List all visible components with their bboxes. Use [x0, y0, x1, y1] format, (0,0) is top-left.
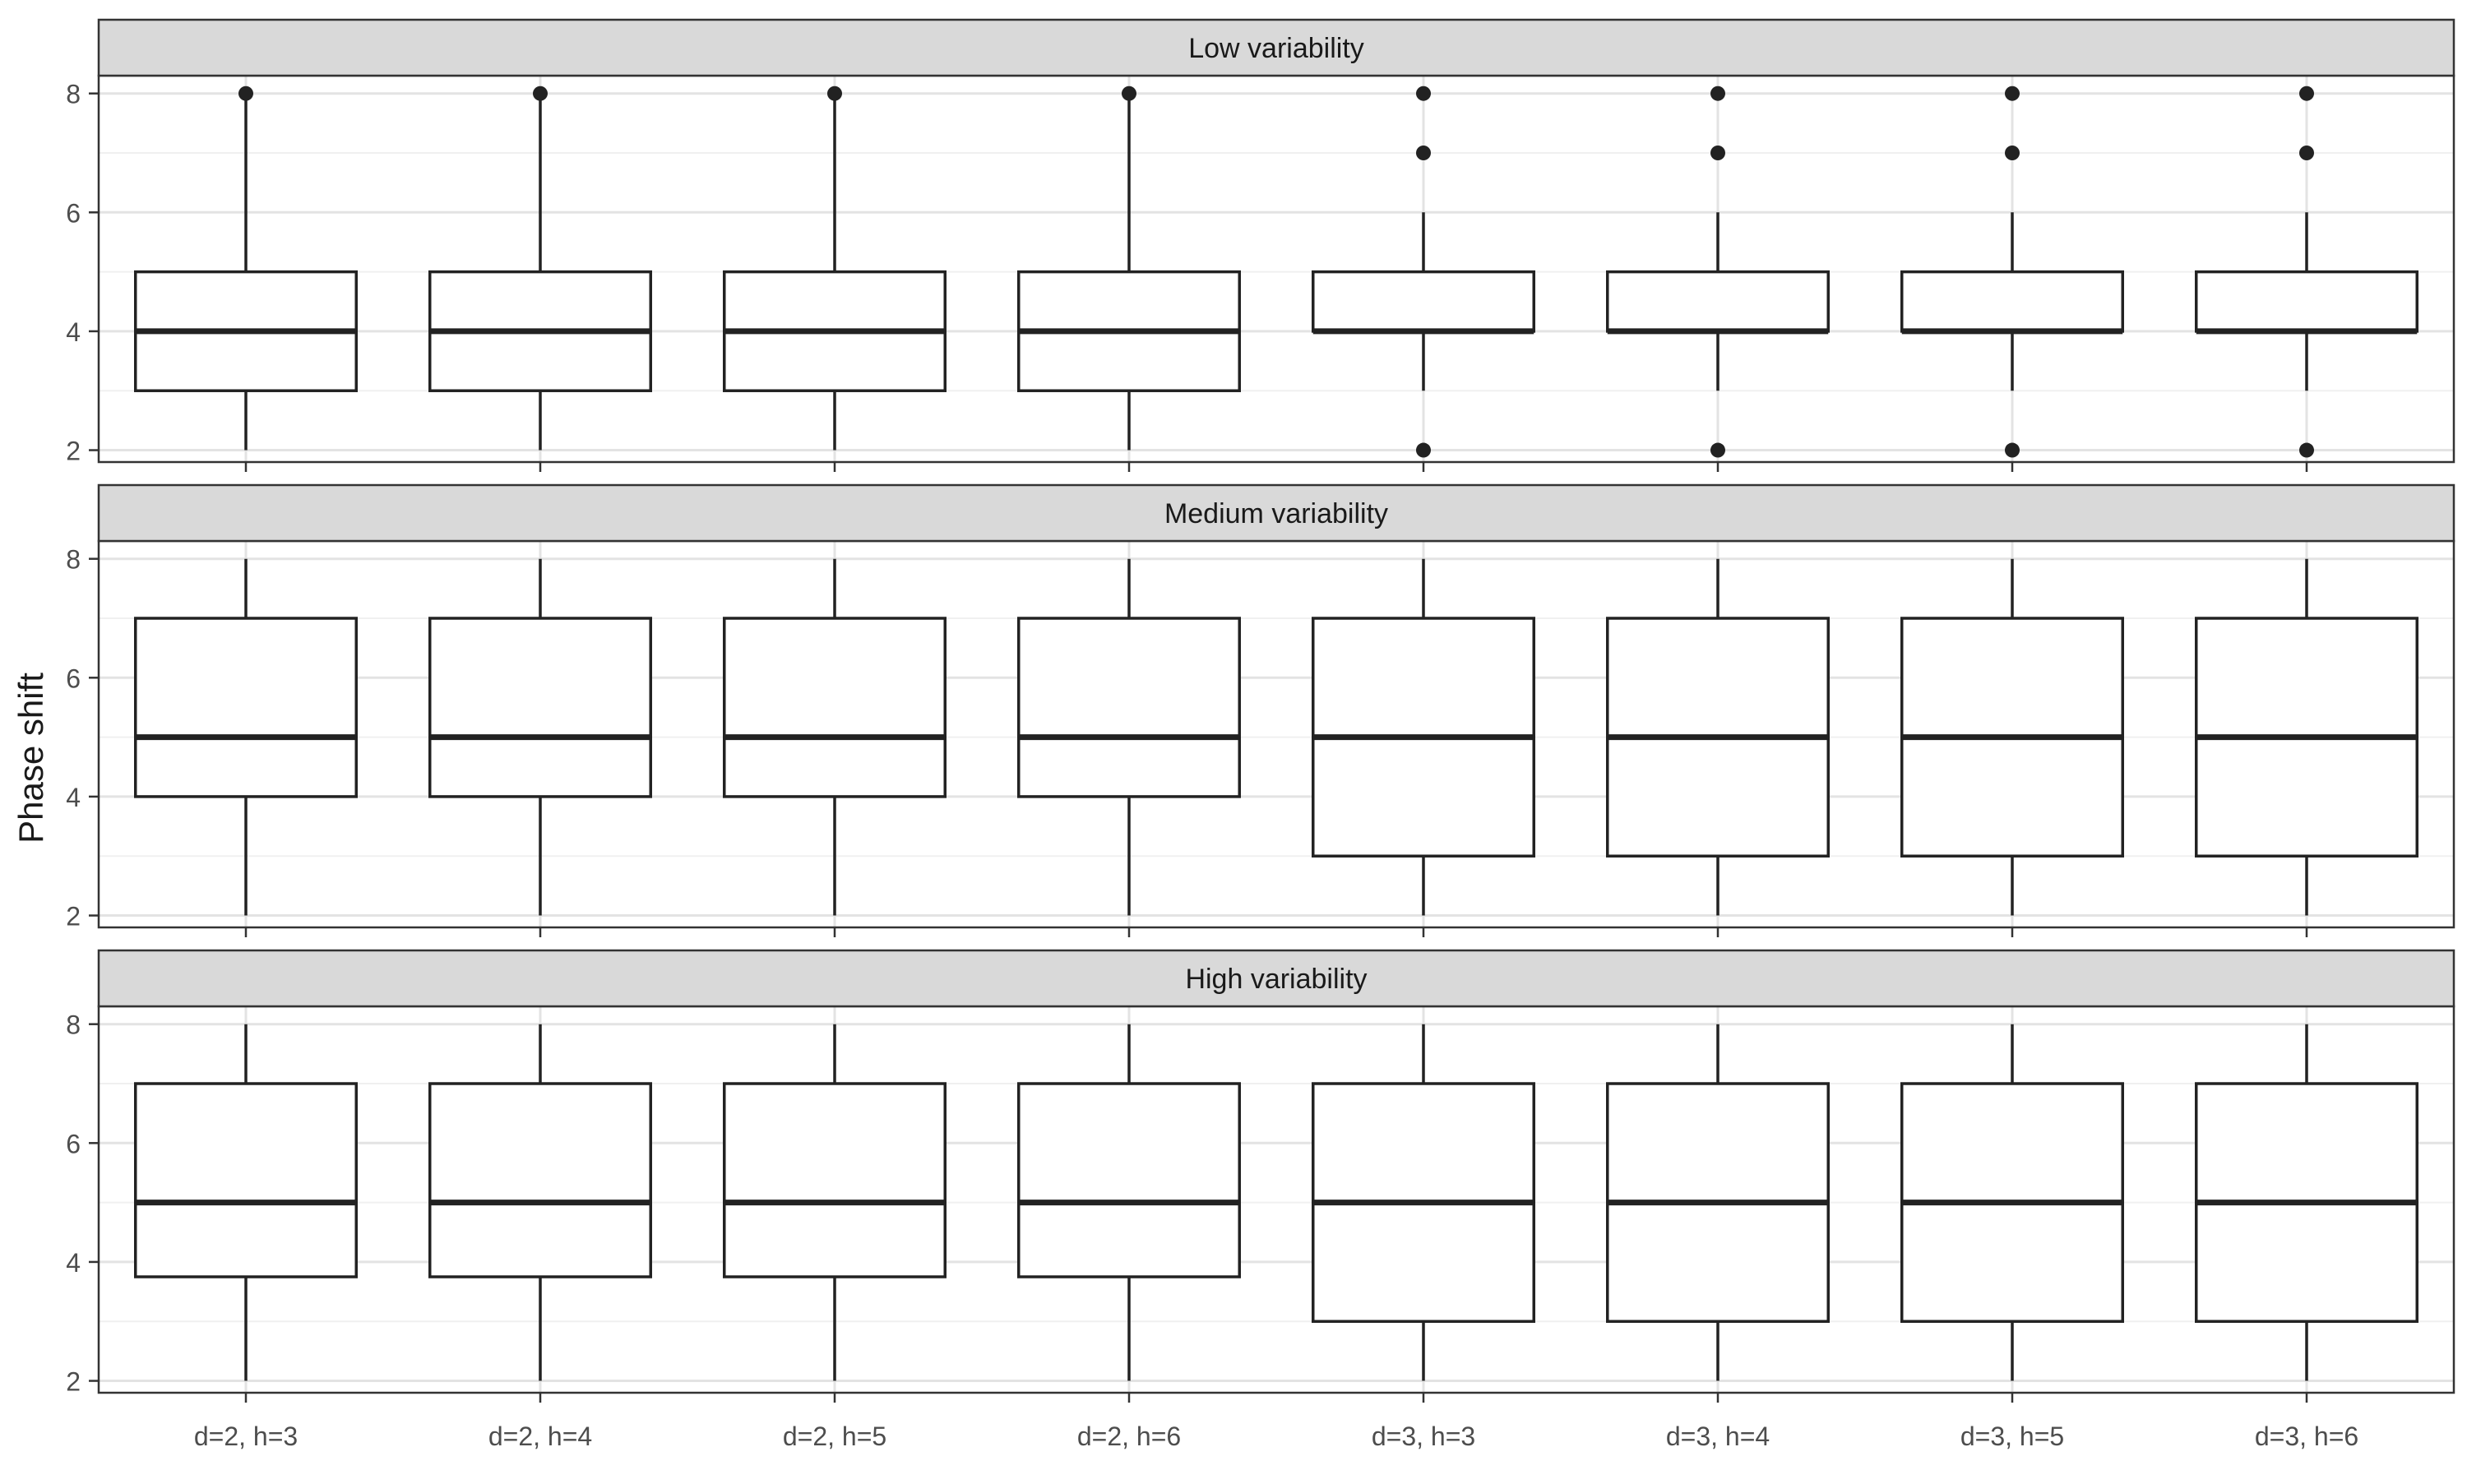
box-body [1017, 617, 1241, 798]
y-axis-title: Phase shift [12, 673, 50, 844]
facet-strip-label: Medium variability [1164, 498, 1388, 529]
facet-strip [97, 949, 2455, 1008]
outlier-point [1416, 442, 1431, 458]
box-8 [2195, 558, 2418, 916]
box-7 [1900, 1024, 2124, 1381]
box-5 [1312, 558, 1535, 916]
x-tick-label: d=2, h=3 [194, 1422, 298, 1451]
box-4 [1017, 86, 1241, 451]
box-6 [1606, 558, 1830, 916]
panel-background [99, 76, 2454, 462]
x-tick-label: d=3, h=5 [1960, 1422, 2064, 1451]
box-body [134, 1082, 358, 1278]
x-tick-label: d=2, h=4 [488, 1422, 592, 1451]
y-tick-label: 2 [66, 437, 81, 466]
outlier-point [1710, 86, 1725, 101]
box-5 [1312, 1024, 1535, 1381]
box-2 [428, 558, 652, 916]
box-body [1900, 270, 2124, 333]
x-tick-label: d=2, h=5 [783, 1422, 886, 1451]
x-tick-label: d=3, h=6 [2255, 1422, 2358, 1451]
y-tick-label: 8 [66, 545, 81, 575]
outlier-point [2299, 442, 2314, 458]
y-tick-label: 2 [66, 902, 81, 932]
box-8 [2195, 1024, 2418, 1381]
outlier-point [2299, 146, 2314, 160]
y-tick-label: 6 [66, 198, 81, 228]
box-3 [723, 558, 947, 916]
facet-panel-2: Medium variability 2 4 6 8 [66, 483, 2455, 937]
y-tick-label: 8 [66, 1010, 81, 1040]
x-tick-label: d=2, h=6 [1077, 1422, 1181, 1451]
box-body [428, 617, 652, 798]
box-body [428, 1082, 652, 1278]
box-2 [428, 86, 652, 451]
outlier-point [238, 86, 253, 101]
y-tick-label: 4 [66, 783, 81, 812]
facet-strip [97, 483, 2455, 543]
box-body [723, 617, 947, 798]
y-tick-label: 4 [66, 1248, 81, 1278]
outlier-point [2299, 86, 2314, 101]
x-tick-label: d=3, h=4 [1666, 1422, 1770, 1451]
outlier-point [1710, 442, 1725, 458]
outlier-point [1416, 146, 1431, 160]
outlier-point [2005, 442, 2020, 458]
outlier-point [533, 86, 548, 101]
outlier-point [1416, 86, 1431, 101]
outlier-point [1710, 146, 1725, 160]
outlier-point [2005, 146, 2020, 160]
box-4 [1017, 1024, 1241, 1381]
box-body [2195, 270, 2418, 333]
box-body [723, 1082, 947, 1278]
facet-strip-label: High variability [1185, 964, 1367, 995]
box-body [1312, 270, 1535, 333]
box-body [134, 617, 358, 798]
box-body [1017, 1082, 1241, 1278]
facet-panel-1: Low variability 2 4 6 8 [66, 18, 2455, 472]
box-7 [1900, 86, 2124, 458]
y-tick-label: 6 [66, 663, 81, 693]
box-3 [723, 86, 947, 451]
box-1 [134, 86, 358, 451]
x-tick-label: d=3, h=3 [1372, 1422, 1475, 1451]
facet-panel-3: High variability 2 4 6 8 [66, 949, 2455, 1403]
box-6 [1606, 1024, 1830, 1381]
box-8 [2195, 86, 2418, 458]
box-7 [1900, 558, 2124, 916]
box-6 [1606, 86, 1830, 458]
outlier-point [2005, 86, 2020, 101]
y-tick-label: 2 [66, 1367, 81, 1397]
outlier-point [1122, 86, 1136, 101]
box-body [1606, 270, 1830, 333]
outlier-point [827, 86, 842, 101]
y-tick-label: 8 [66, 80, 81, 109]
box-1 [134, 1024, 358, 1381]
y-tick-label: 6 [66, 1129, 81, 1158]
box-5 [1312, 86, 1535, 458]
facet-strip [97, 18, 2455, 77]
box-1 [134, 558, 358, 916]
box-2 [428, 1024, 652, 1381]
box-3 [723, 1024, 947, 1381]
y-tick-label: 4 [66, 317, 81, 347]
facet-strip-label: Low variability [1188, 33, 1364, 64]
box-4 [1017, 558, 1241, 916]
